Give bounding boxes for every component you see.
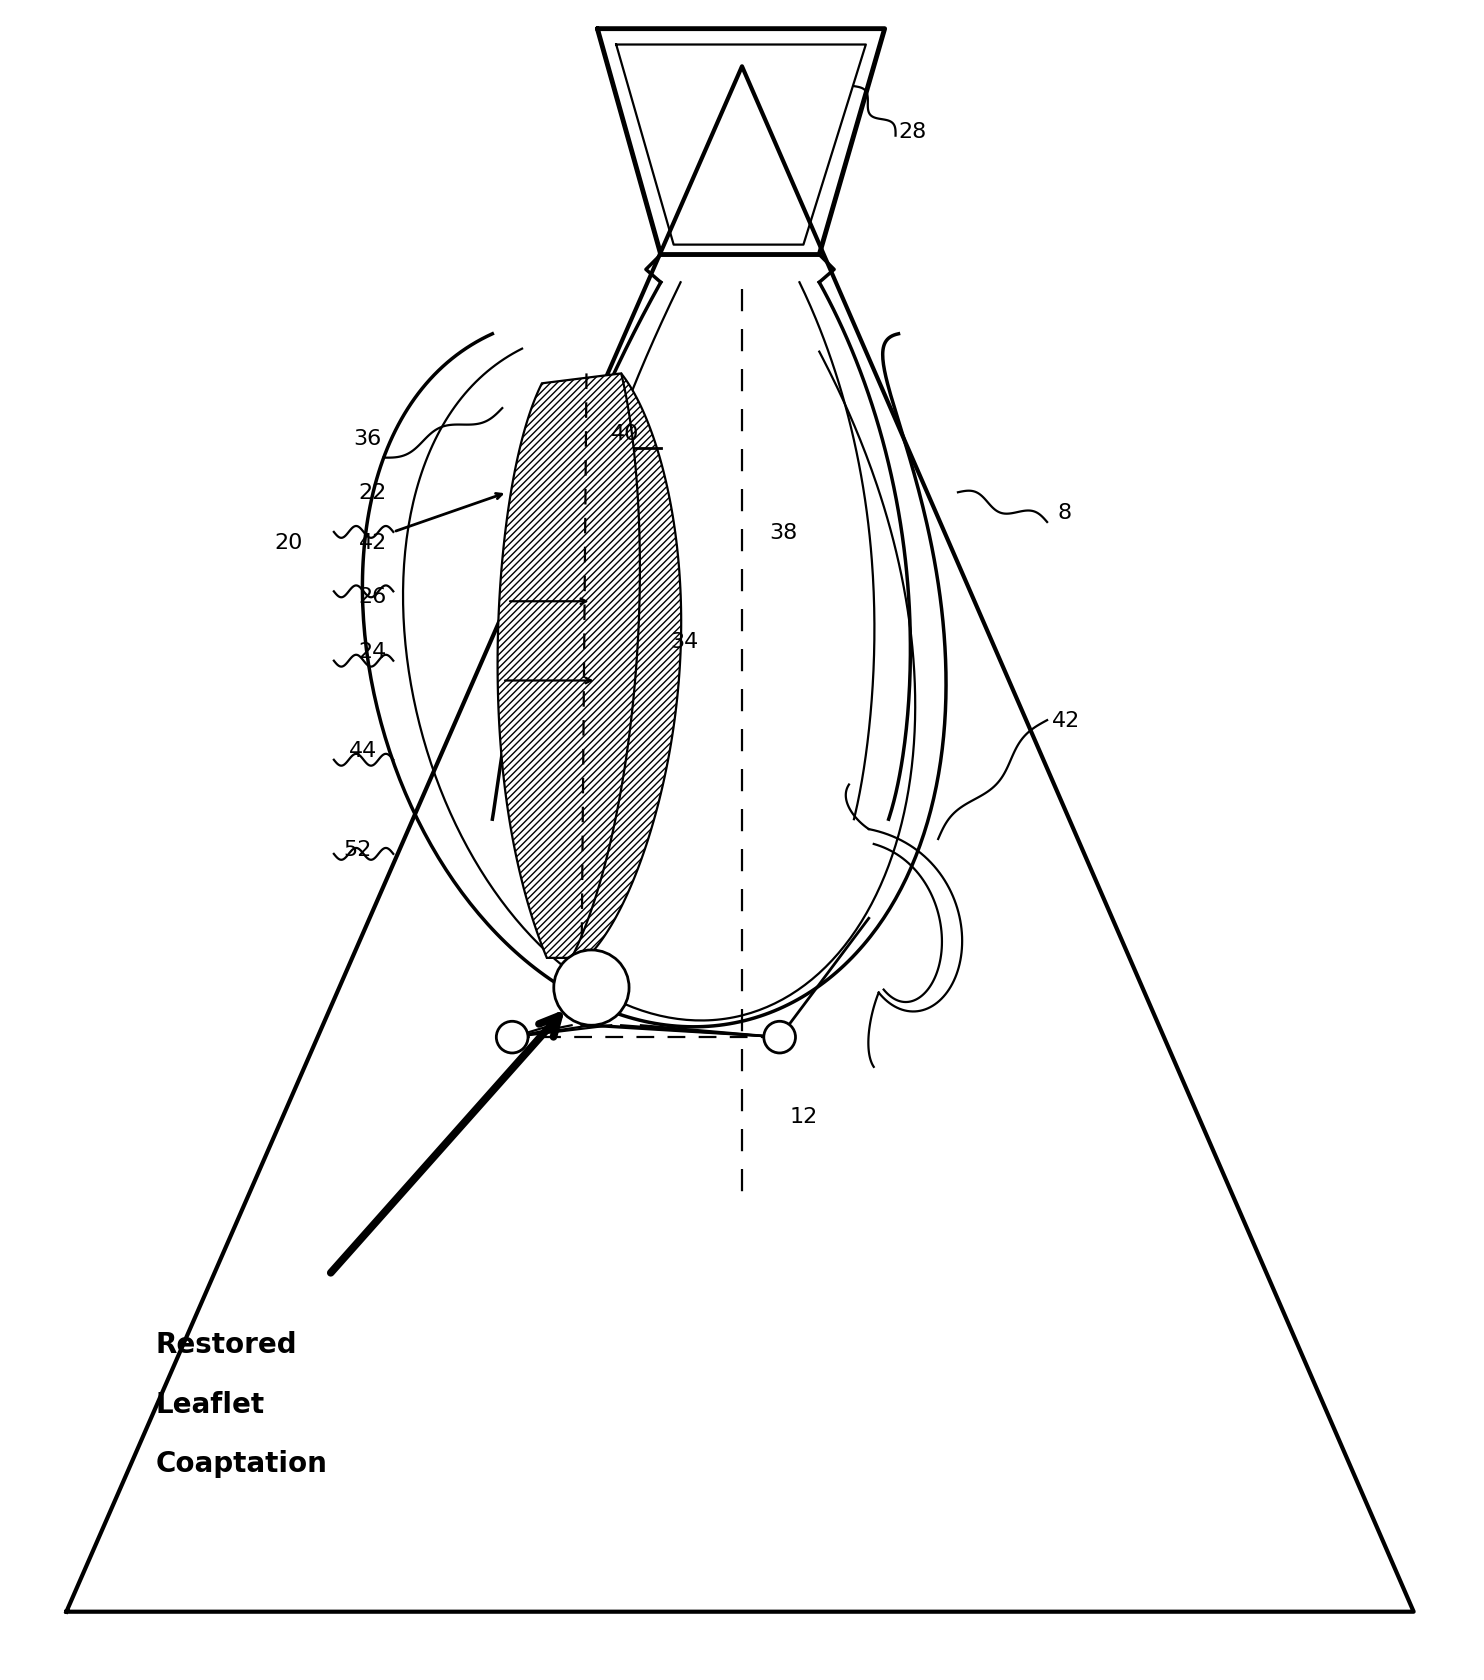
Text: 28: 28 [898, 121, 928, 141]
Text: 34: 34 [671, 632, 699, 652]
Text: 20: 20 [275, 533, 303, 553]
Text: 12: 12 [789, 1107, 818, 1127]
Text: 44: 44 [349, 741, 377, 761]
Circle shape [496, 1021, 528, 1053]
Text: 42: 42 [1052, 711, 1080, 731]
Circle shape [554, 951, 629, 1025]
Text: 22: 22 [359, 482, 387, 502]
Text: Restored: Restored [156, 1331, 297, 1359]
Circle shape [764, 1021, 795, 1053]
Text: Leaflet: Leaflet [156, 1389, 264, 1418]
Polygon shape [497, 375, 640, 958]
Text: 8: 8 [1057, 502, 1071, 522]
Text: 36: 36 [353, 428, 381, 449]
Text: 38: 38 [770, 522, 798, 543]
Text: 24: 24 [359, 642, 387, 662]
Text: 26: 26 [359, 586, 387, 606]
Text: 40: 40 [611, 423, 640, 444]
Text: 52: 52 [344, 840, 372, 860]
Polygon shape [571, 375, 681, 963]
Text: Coaptation: Coaptation [156, 1450, 328, 1477]
Text: 42: 42 [359, 533, 387, 553]
